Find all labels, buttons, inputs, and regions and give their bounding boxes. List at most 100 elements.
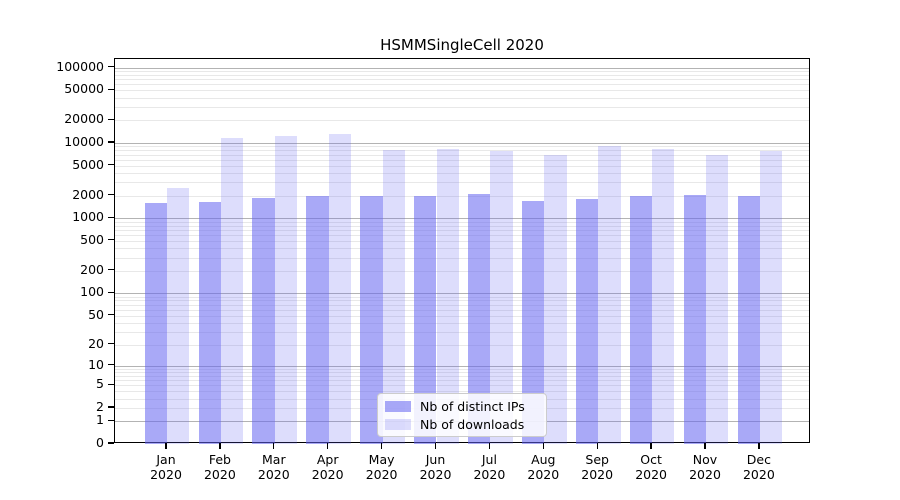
- legend-label-distinct-ips: Nb of distinct IPs: [420, 398, 525, 414]
- bar-distinct-ips: [144, 202, 167, 444]
- gridline-minor: [115, 296, 809, 298]
- bar-downloads: [652, 148, 675, 444]
- gridline-minor: [115, 182, 809, 184]
- chart-title: HSMMSingleCell 2020: [380, 36, 544, 54]
- gridline-minor: [115, 75, 809, 76]
- x-tick-mark: [596, 443, 598, 449]
- x-tick-label: Jan 2020: [150, 452, 182, 482]
- bar-distinct-ips: [252, 198, 275, 444]
- y-tick-mark: [108, 269, 114, 271]
- gridline-minor: [115, 229, 809, 231]
- y-tick-label: 20000: [64, 111, 104, 127]
- y-tick-label: 5000: [72, 156, 104, 172]
- legend-row-distinct-ips: Nb of distinct IPs: [385, 399, 538, 414]
- y-tick-label: 50000: [64, 81, 104, 97]
- y-tick-label: 0: [96, 435, 104, 450]
- x-tick-label: May 2020: [365, 452, 398, 482]
- y-tick-mark: [108, 163, 114, 166]
- y-tick-label: 2000: [72, 186, 104, 202]
- y-tick-mark: [108, 193, 114, 196]
- gridline-minor: [115, 309, 809, 311]
- gridline-minor: [115, 221, 809, 223]
- x-tick-mark: [434, 443, 437, 449]
- y-tick-mark: [108, 383, 114, 386]
- y-tick-mark: [108, 141, 114, 143]
- legend-label-downloads: Nb of downloads: [420, 416, 525, 432]
- gridline-minor: [115, 240, 809, 242]
- bar-distinct-ips: [629, 196, 653, 444]
- bar-downloads: [436, 149, 459, 444]
- gridline-minor: [115, 120, 809, 122]
- legend: Nb of distinct IPs Nb of downloads: [377, 393, 547, 437]
- gridline-minor: [115, 300, 809, 302]
- x-tick-mark: [758, 443, 760, 449]
- y-tick-label: 1: [96, 412, 104, 428]
- gridline-minor: [115, 172, 809, 174]
- gridline-minor: [115, 97, 809, 99]
- bar-distinct-ips: [683, 194, 706, 444]
- y-tick-mark: [108, 419, 114, 421]
- gridline-minor: [115, 234, 809, 236]
- gridline-minor: [115, 368, 809, 370]
- y-tick-mark: [108, 291, 114, 293]
- x-tick-label: Sep 2020: [581, 452, 614, 482]
- gridline-minor: [115, 165, 809, 167]
- bar-distinct-ips: [521, 200, 545, 444]
- y-tick-mark: [108, 118, 114, 120]
- bar-distinct-ips: [575, 199, 599, 444]
- legend-row-downloads: Nb of downloads: [385, 417, 538, 432]
- y-tick-label: 100000: [56, 58, 104, 74]
- x-tick-label: Nov 2020: [689, 452, 721, 482]
- gridline-minor: [115, 391, 809, 393]
- x-tick-mark: [650, 443, 652, 449]
- bar-downloads: [490, 150, 513, 444]
- gridline-minor: [115, 84, 809, 86]
- y-tick-label: 10: [88, 356, 104, 372]
- x-tick-label: Dec 2020: [742, 452, 775, 482]
- bar-downloads: [759, 151, 783, 444]
- gridline-minor: [115, 248, 809, 250]
- x-tick-mark: [380, 443, 383, 449]
- gridline-minor: [115, 315, 809, 317]
- x-tick-mark: [327, 443, 329, 449]
- gridline-minor: [115, 376, 809, 377]
- x-tick-mark: [704, 443, 706, 449]
- y-tick-mark: [108, 342, 114, 345]
- y-tick-label: 200: [80, 261, 104, 277]
- y-tick-mark: [108, 66, 114, 68]
- y-tick-mark: [108, 88, 114, 91]
- gridline-minor: [115, 195, 809, 197]
- y-tick-mark: [108, 363, 114, 366]
- plot-area: [114, 58, 810, 444]
- x-tick-label: Oct 2020: [635, 452, 667, 482]
- x-tick-label: Jun 2020: [419, 452, 452, 482]
- gridline-minor: [115, 146, 809, 148]
- gridline-minor: [115, 344, 809, 346]
- bar-downloads: [220, 137, 244, 444]
- gridline-minor: [115, 331, 809, 333]
- bar-distinct-ips: [468, 194, 491, 444]
- gridline-minor: [115, 79, 809, 81]
- x-tick-mark: [219, 443, 221, 449]
- bar-downloads: [598, 146, 621, 444]
- gridline-minor: [115, 159, 809, 161]
- bar-downloads: [328, 134, 352, 444]
- x-tick-label: Feb 2020: [203, 452, 236, 482]
- y-tick-mark: [108, 239, 114, 241]
- x-tick-label: Mar 2020: [257, 452, 290, 482]
- legend-swatch-distinct-ips-icon: [385, 400, 411, 412]
- bar-downloads: [382, 150, 405, 444]
- x-tick-mark: [542, 443, 544, 449]
- y-tick-label: 500: [80, 231, 104, 247]
- bar-downloads: [274, 136, 298, 444]
- y-tick-label: 50: [88, 306, 104, 322]
- y-tick-mark: [108, 216, 114, 218]
- y-tick-label: 10000: [64, 134, 104, 149]
- y-tick-label: 2: [96, 399, 104, 415]
- bar-distinct-ips: [198, 201, 221, 444]
- bar-distinct-ips: [737, 196, 760, 444]
- y-tick-label: 100: [80, 284, 104, 300]
- x-tick-label: Apr 2020: [311, 452, 344, 482]
- x-tick-label: Jul 2020: [473, 452, 506, 482]
